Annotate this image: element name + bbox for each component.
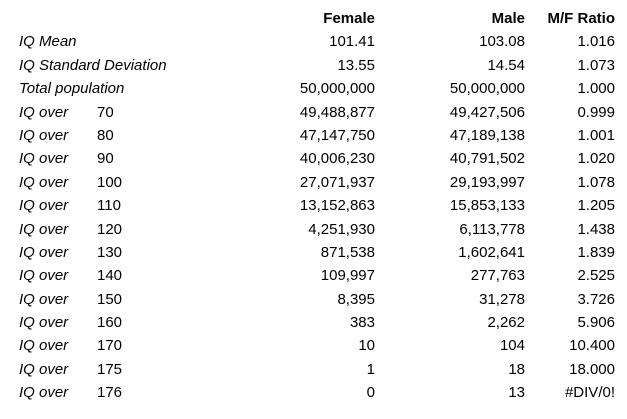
male-value-cell: 15,853,133 <box>449 197 525 215</box>
female-value-cell: 47,147,750 <box>299 126 375 144</box>
table-header-row: Female Male M/F Ratio <box>19 7 627 30</box>
mf-ratio-value-cell: 1.839 <box>577 243 615 261</box>
female-value-cell: 40,006,230 <box>299 150 375 168</box>
mf-ratio-value-cell: 18.000 <box>569 360 615 378</box>
male-value-cell: 1,602,641 <box>458 243 525 261</box>
row-label-cell: IQ over <box>19 126 69 144</box>
threshold-cell: 80 <box>97 126 114 144</box>
threshold-cell: 120 <box>97 220 123 238</box>
female-value-cell: 8,395 <box>337 290 375 308</box>
row-label-cell: IQ over <box>19 150 69 168</box>
male-value-cell: 277,763 <box>470 267 525 285</box>
female-value-cell: 109,997 <box>320 267 375 285</box>
female-value-cell: 1 <box>366 360 375 378</box>
threshold-cell: 150 <box>97 290 123 308</box>
threshold-cell: 130 <box>97 243 123 261</box>
row-label-cell: IQ over <box>19 360 69 378</box>
row-label-cell: IQ over <box>19 384 69 402</box>
male-value-cell: 6,113,778 <box>459 220 525 238</box>
male-value-cell: 104 <box>499 337 525 355</box>
female-value-cell: 49,488,877 <box>299 103 375 121</box>
mf-ratio-value-cell: 0.999 <box>577 103 615 121</box>
table-row: IQ over 160 383 2,262 5.906 <box>19 311 627 334</box>
male-value-cell: 13 <box>508 384 525 402</box>
table-row: IQ over 70 49,488,877 49,427,506 0.999 <box>19 101 627 124</box>
male-value-cell: 47,189,138 <box>449 126 525 144</box>
table-row: IQ over 100 27,071,937 29,193,997 1.078 <box>19 171 627 194</box>
row-label-cell: IQ over <box>19 173 69 191</box>
table-row: IQ over 110 13,152,863 15,853,133 1.205 <box>19 194 627 217</box>
male-value-cell: 18 <box>508 360 525 378</box>
threshold-cell: 160 <box>97 314 123 332</box>
table-row: IQ over 176 0 13 #DIV/0! <box>19 381 627 404</box>
female-value-cell: 4,251,930 <box>308 220 375 238</box>
table-row: IQ over 90 40,006,230 40,791,502 1.020 <box>19 147 627 170</box>
mf-ratio-value-cell: 1.000 <box>577 80 615 98</box>
table-row: IQ over 130 871,538 1,602,641 1.839 <box>19 241 627 264</box>
threshold-cell: 100 <box>97 173 123 191</box>
table-row: IQ over 170 10 104 10.400 <box>19 334 627 357</box>
female-value-cell: 10 <box>358 337 375 355</box>
table-row: IQ Mean 101.41 103.08 1.016 <box>19 30 627 53</box>
male-value-cell: 40,791,502 <box>449 150 525 168</box>
mf-ratio-value-cell: 10.400 <box>569 337 615 355</box>
row-label-cell: IQ over <box>19 220 69 238</box>
male-value-cell: 2,262 <box>487 314 525 332</box>
female-value-cell: 27,071,937 <box>299 173 375 191</box>
threshold-cell: 110 <box>97 197 121 215</box>
table-row: IQ over 175 1 18 18.000 <box>19 358 627 381</box>
column-header-male: Male <box>491 10 525 27</box>
mf-ratio-value-cell: 1.016 <box>577 33 615 51</box>
mf-ratio-value-cell: 2.525 <box>577 267 615 285</box>
row-label-cell: IQ over <box>19 314 69 332</box>
male-value-cell: 49,427,506 <box>449 103 525 121</box>
mf-ratio-value-cell: #DIV/0! <box>564 384 615 402</box>
female-value-cell: 871,538 <box>320 243 375 261</box>
row-label-cell: IQ Mean <box>19 33 77 51</box>
row-label-cell: Total population <box>19 80 125 98</box>
table-row: IQ over 80 47,147,750 47,189,138 1.001 <box>19 124 627 147</box>
table-body: IQ Mean 101.41 103.08 1.016 IQ Standard … <box>19 30 627 404</box>
male-value-cell: 103.08 <box>479 33 525 51</box>
row-label-cell: IQ over <box>19 243 69 261</box>
female-value-cell: 50,000,000 <box>299 80 375 98</box>
mf-ratio-value-cell: 5.906 <box>577 314 615 332</box>
threshold-cell: 176 <box>97 384 123 402</box>
male-value-cell: 29,193,997 <box>449 173 525 191</box>
mf-ratio-value-cell: 1.001 <box>577 126 615 144</box>
row-label-cell: IQ over <box>19 267 69 285</box>
table-row: IQ over 150 8,395 31,278 3.726 <box>19 288 627 311</box>
threshold-cell: 170 <box>97 337 123 355</box>
row-label-cell: IQ over <box>19 290 69 308</box>
female-value-cell: 13.55 <box>337 56 375 74</box>
column-header-female: Female <box>323 10 375 27</box>
mf-ratio-value-cell: 1.205 <box>577 197 615 215</box>
male-value-cell: 50,000,000 <box>449 80 525 98</box>
mf-ratio-value-cell: 1.078 <box>577 173 615 191</box>
row-label-cell: IQ Standard Deviation <box>19 56 167 74</box>
threshold-cell: 90 <box>97 150 114 168</box>
male-value-cell: 31,278 <box>479 290 525 308</box>
row-label-cell: IQ over <box>19 103 69 121</box>
row-label-cell: IQ over <box>19 197 69 215</box>
mf-ratio-value-cell: 1.020 <box>577 150 615 168</box>
iq-distribution-table: Female Male M/F Ratio IQ Mean 101.41 103… <box>19 7 627 404</box>
row-label-cell: IQ over <box>19 337 69 355</box>
threshold-cell: 175 <box>97 360 123 378</box>
table-row: IQ Standard Deviation 13.55 14.54 1.073 <box>19 54 627 77</box>
mf-ratio-value-cell: 3.726 <box>577 290 615 308</box>
male-value-cell: 14.54 <box>487 56 525 74</box>
threshold-cell: 70 <box>97 103 114 121</box>
table-row: IQ over 120 4,251,930 6,113,778 1.438 <box>19 218 627 241</box>
mf-ratio-value-cell: 1.073 <box>577 56 615 74</box>
threshold-cell: 140 <box>97 267 123 285</box>
female-value-cell: 0 <box>366 384 375 402</box>
female-value-cell: 383 <box>349 314 375 332</box>
table-row: Total population 50,000,000 50,000,000 1… <box>19 77 627 100</box>
table-row: IQ over 140 109,997 277,763 2.525 <box>19 264 627 287</box>
female-value-cell: 101.41 <box>329 33 375 51</box>
mf-ratio-value-cell: 1.438 <box>577 220 615 238</box>
female-value-cell: 13,152,863 <box>299 197 375 215</box>
column-header-mf-ratio: M/F Ratio <box>547 10 616 27</box>
